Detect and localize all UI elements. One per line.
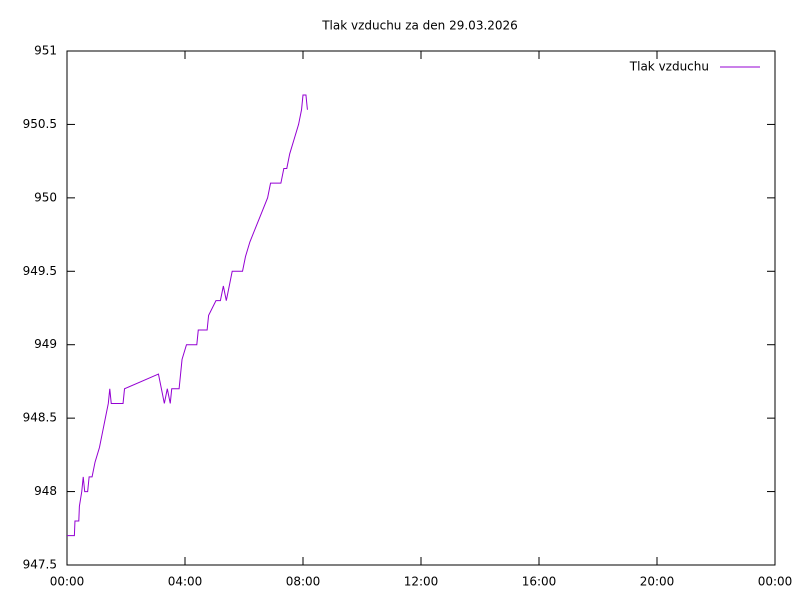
x-tick-label: 16:00	[522, 575, 557, 589]
data-line	[67, 94, 308, 537]
y-tick-label: 949.5	[23, 264, 57, 278]
x-tick-label: 00:00	[50, 575, 85, 589]
x-tick-label: 04:00	[168, 575, 203, 589]
x-tick-label: 12:00	[404, 575, 439, 589]
chart-title: Tlak vzduchu za den 29.03.2026	[321, 19, 518, 33]
y-tick-label: 949	[34, 337, 57, 351]
legend-label: Tlak vzduchu	[629, 60, 709, 74]
y-tick-label: 948.5	[23, 411, 57, 425]
x-tick-label: 20:00	[640, 575, 675, 589]
y-tick-label: 948	[34, 484, 57, 498]
x-tick-label: 08:00	[286, 575, 321, 589]
y-tick-label: 951	[34, 44, 57, 58]
y-tick-label: 950	[34, 190, 57, 204]
y-tick-label: 947.5	[23, 558, 57, 572]
y-tick-label: 950.5	[23, 117, 57, 131]
x-tick-label: 00:00	[758, 575, 793, 589]
